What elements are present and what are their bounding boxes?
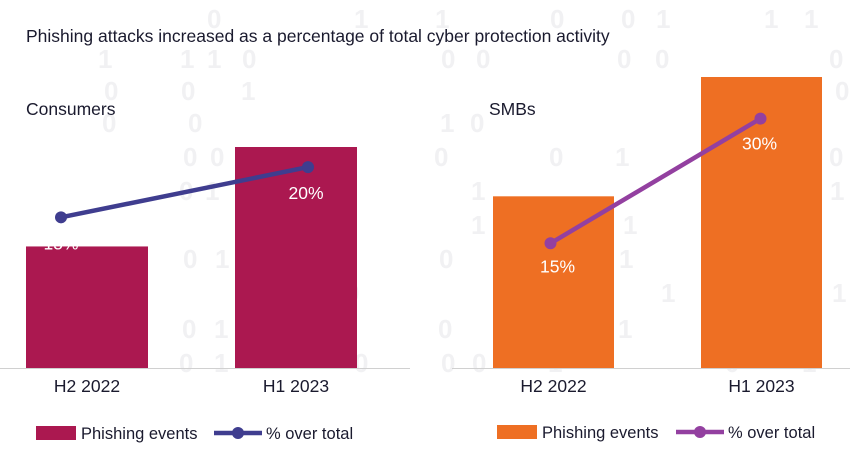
percent-series-line xyxy=(548,116,763,246)
svg-text:1: 1 xyxy=(471,176,485,206)
svg-text:0: 0 xyxy=(104,76,118,106)
legend-bar-swatch xyxy=(497,425,537,439)
svg-text:1: 1 xyxy=(241,76,255,106)
percent-series-line xyxy=(58,164,311,220)
percent-data-label: 20% xyxy=(288,183,323,203)
legend-bar-swatch xyxy=(36,426,76,440)
percent-data-label: 15% xyxy=(540,256,575,276)
percent-data-label: 30% xyxy=(742,134,777,154)
svg-text:1: 1 xyxy=(764,4,778,34)
svg-text:0: 0 xyxy=(829,142,843,172)
x-tick-label: H1 2023 xyxy=(728,376,794,396)
legend-line-marker xyxy=(232,427,244,439)
percent-point xyxy=(544,237,557,250)
svg-text:0: 0 xyxy=(439,244,453,274)
svg-text:0: 0 xyxy=(476,44,490,74)
svg-text:0: 0 xyxy=(621,4,635,34)
svg-text:1: 1 xyxy=(830,176,844,206)
x-tick-label: H2 2022 xyxy=(520,376,586,396)
svg-text:0: 0 xyxy=(438,314,452,344)
legend-line-marker xyxy=(694,426,706,438)
svg-text:0: 0 xyxy=(470,108,484,138)
svg-text:1: 1 xyxy=(471,210,485,240)
percent-point xyxy=(302,161,314,174)
legend-percent-over-total: % over total xyxy=(266,425,353,443)
consumers-panel-title: Consumers xyxy=(26,99,116,119)
svg-text:1: 1 xyxy=(804,4,818,34)
svg-text:1: 1 xyxy=(214,314,228,344)
svg-text:1: 1 xyxy=(661,278,675,308)
svg-text:0: 0 xyxy=(835,76,849,106)
svg-text:0: 0 xyxy=(210,142,224,172)
svg-text:0: 0 xyxy=(441,348,455,378)
svg-text:1: 1 xyxy=(440,108,454,138)
svg-text:1: 1 xyxy=(615,142,629,172)
svg-text:0: 0 xyxy=(354,348,368,378)
svg-text:0: 0 xyxy=(434,142,448,172)
legend-percent-over-total: % over total xyxy=(728,424,815,442)
x-tick-label: H1 2023 xyxy=(263,376,329,396)
smbs-panel-title: SMBs xyxy=(489,99,536,119)
bar-h2-2022 xyxy=(493,196,614,368)
svg-text:1: 1 xyxy=(98,44,112,74)
svg-text:0: 0 xyxy=(183,142,197,172)
percent-data-label: 15% xyxy=(43,233,78,253)
svg-text:0: 0 xyxy=(207,4,221,34)
svg-text:0: 0 xyxy=(549,142,563,172)
svg-text:1: 1 xyxy=(656,4,670,34)
svg-text:0: 0 xyxy=(188,108,202,138)
bar-h1-2023 xyxy=(701,77,822,368)
bar-h2-2022 xyxy=(26,246,148,368)
svg-text:0: 0 xyxy=(181,76,195,106)
percent-point xyxy=(754,112,767,125)
svg-text:0: 0 xyxy=(829,44,843,74)
svg-text:1: 1 xyxy=(618,314,632,344)
svg-text:1: 1 xyxy=(435,4,449,34)
x-tick-label: H2 2022 xyxy=(54,376,120,396)
percent-point xyxy=(55,211,67,224)
svg-text:0: 0 xyxy=(441,44,455,74)
svg-text:1: 1 xyxy=(623,210,637,240)
svg-text:1: 1 xyxy=(832,278,846,308)
svg-text:0: 0 xyxy=(472,348,486,378)
legend-phishing-events: Phishing events xyxy=(542,424,659,442)
svg-text:0: 0 xyxy=(102,108,116,138)
svg-text:0: 0 xyxy=(550,4,564,34)
svg-text:1: 1 xyxy=(205,176,219,206)
svg-text:1: 1 xyxy=(180,44,194,74)
bar-h1-2023 xyxy=(235,147,357,368)
svg-text:0: 0 xyxy=(617,44,631,74)
chart-headline: Phishing attacks increased as a percenta… xyxy=(26,26,610,46)
svg-text:1: 1 xyxy=(619,244,633,274)
svg-text:0: 0 xyxy=(655,44,669,74)
svg-text:1: 1 xyxy=(207,44,221,74)
svg-text:1: 1 xyxy=(215,244,229,274)
legend-phishing-events: Phishing events xyxy=(81,425,198,443)
svg-text:0: 0 xyxy=(183,244,197,274)
svg-text:1: 1 xyxy=(354,4,368,34)
svg-text:0: 0 xyxy=(179,348,193,378)
svg-text:1: 1 xyxy=(214,348,228,378)
svg-text:0: 0 xyxy=(242,44,256,74)
svg-text:0: 0 xyxy=(182,314,196,344)
